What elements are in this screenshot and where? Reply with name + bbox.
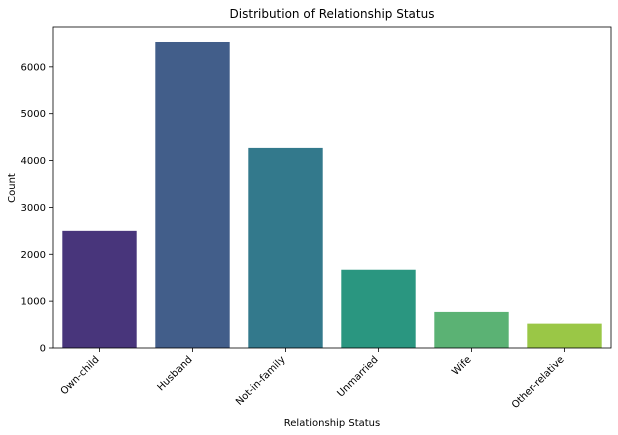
- x-tick-label: Husband: [156, 354, 195, 393]
- y-tick-label: 0: [40, 344, 46, 355]
- bar-other-relative: [527, 323, 602, 348]
- bar-husband: [155, 41, 230, 349]
- y-tick-label: 5000: [21, 109, 46, 120]
- x-tick-label: Unmarried: [335, 354, 380, 399]
- x-axis-label: Relationship Status: [284, 418, 380, 429]
- plot-area: 0 1000 2000 3000 4000 5000 6000 Own-child Husban…: [21, 26, 612, 411]
- y-tick-label: 2000: [21, 250, 46, 261]
- bar-not-in-family: [248, 147, 323, 348]
- y-tick-label: 1000: [21, 297, 46, 308]
- x-tick-label: Wife: [450, 354, 473, 377]
- x-tick-label: Not-in-family: [234, 354, 288, 408]
- x-tick-label: Own-child: [59, 354, 102, 397]
- y-tick-label: 6000: [21, 62, 46, 73]
- x-tick-label: Other-relative: [510, 354, 567, 411]
- y-axis-label: Count: [7, 173, 18, 203]
- y-tick-label: 4000: [21, 156, 46, 167]
- y-tick-label: 3000: [21, 203, 46, 214]
- bar-unmarried: [341, 269, 416, 348]
- plot-frame: [52, 26, 612, 349]
- chart-title: Distribution of Relationship Status: [230, 7, 435, 21]
- bar-wife: [434, 311, 509, 348]
- bar-own-child: [62, 230, 137, 348]
